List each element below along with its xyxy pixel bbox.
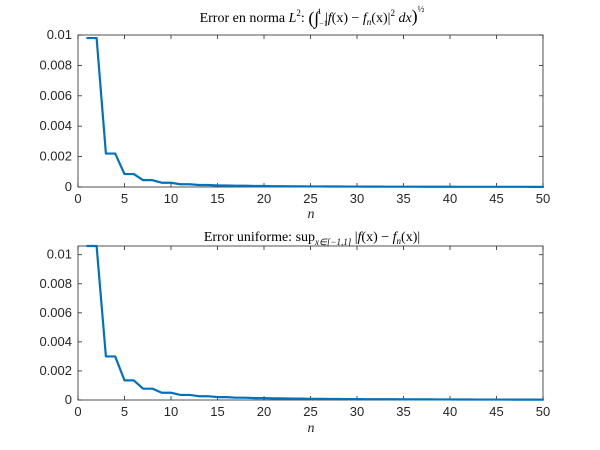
x-tick-label: 30 (350, 191, 364, 206)
y-tick-labels: 0 0.002 0.004 0.006 0.008 0.01 (39, 27, 72, 194)
x-tick-label: 40 (443, 191, 457, 206)
x-tick-label: 45 (489, 191, 503, 206)
x-tick-label: 0 (74, 191, 81, 206)
x-tick-label: 0 (74, 404, 81, 419)
x-tick-label: 40 (443, 404, 457, 419)
plot-title: Error en norma L2: (∫−11 |f(x) − fn(x)|2… (200, 4, 425, 29)
x-tick-label: 15 (210, 404, 224, 419)
x-tick-label: 45 (489, 404, 503, 419)
x-tick-label: 35 (396, 404, 410, 419)
x-tick-labels: 0 5 10 15 20 25 30 35 40 45 50 (74, 191, 550, 206)
x-tick-label: 20 (257, 191, 271, 206)
x-axis-title: n (308, 421, 315, 436)
y-tick-label: 0.002 (39, 149, 72, 164)
axes-box (77, 34, 544, 188)
y-tick-label: 0 (65, 179, 72, 194)
x-tick-label: 10 (164, 191, 178, 206)
y-tick-label: 0.004 (39, 334, 72, 349)
y-tick-label: 0 (65, 392, 72, 407)
ticks (77, 34, 544, 188)
x-tick-label: 35 (396, 191, 410, 206)
x-tick-label: 20 (257, 404, 271, 419)
y-tick-label: 0.002 (39, 363, 72, 378)
y-tick-label: 0.008 (39, 57, 72, 72)
y-tick-label: 0.008 (39, 276, 72, 291)
x-tick-label: 5 (121, 191, 128, 206)
x-tick-label: 25 (303, 404, 317, 419)
y-tick-label: 0.01 (47, 27, 72, 42)
plot-l2-error: Error en norma L2: (∫−11 |f(x) − fn(x)|2… (39, 4, 550, 222)
series-line (86, 36, 545, 188)
x-tick-labels: 0 5 10 15 20 25 30 35 40 45 50 (74, 404, 550, 419)
y-tick-label: 0.01 (47, 247, 72, 262)
x-tick-label: 5 (121, 404, 128, 419)
series-line (86, 244, 545, 401)
x-tick-label: 50 (536, 404, 550, 419)
ticks (77, 246, 544, 401)
y-tick-label: 0.006 (39, 88, 72, 103)
x-tick-label: 50 (536, 191, 550, 206)
y-tick-labels: 0 0.002 0.004 0.006 0.008 0.01 (39, 247, 72, 407)
x-axis-title: n (308, 207, 315, 222)
x-tick-label: 10 (164, 404, 178, 419)
y-tick-label: 0.004 (39, 118, 72, 133)
plot-uniform-error: Error uniforme: supx∈[−1,1] |f(x) − fn(x… (39, 230, 550, 436)
x-tick-label: 30 (350, 404, 364, 419)
y-tick-label: 0.006 (39, 305, 72, 320)
axes-box (77, 245, 544, 401)
x-tick-label: 15 (210, 191, 224, 206)
x-tick-label: 25 (303, 191, 317, 206)
plot-title: Error uniforme: supx∈[−1,1] |f(x) − fn(x… (204, 230, 420, 247)
